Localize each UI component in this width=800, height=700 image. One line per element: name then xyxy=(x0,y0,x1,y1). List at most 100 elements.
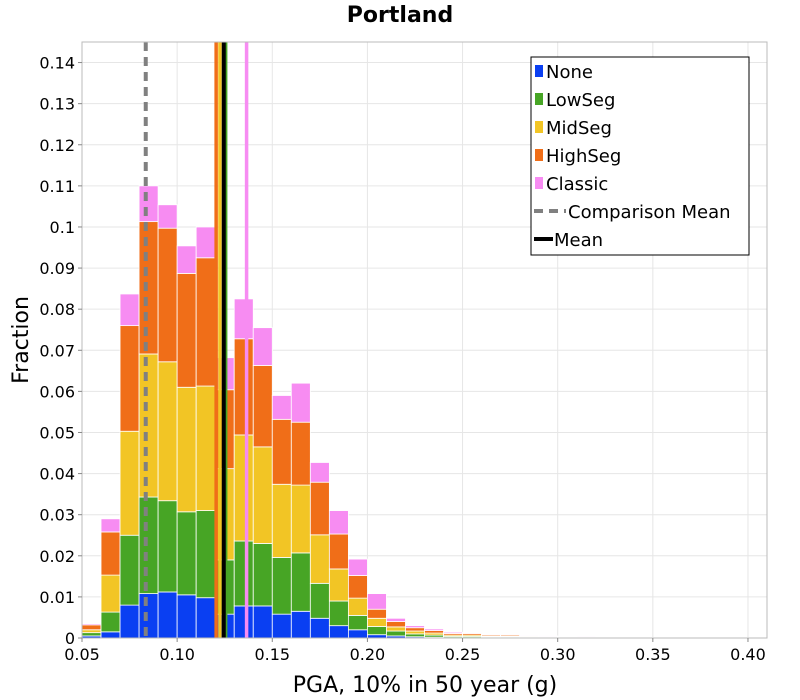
bar-segment-highseg xyxy=(271,418,292,485)
legend-label-comparison-mean: Comparison Mean xyxy=(568,202,731,223)
bar-segment-classic xyxy=(328,510,349,535)
bar-segment-classic xyxy=(481,633,502,636)
bar-segment-classic xyxy=(233,298,254,340)
x-tick-label: 0.20 xyxy=(350,645,386,664)
x-axis-title: PGA, 10% in 50 year (g) xyxy=(293,673,557,698)
bar-segment-classic xyxy=(157,204,178,229)
bar-segment-classic xyxy=(290,382,311,423)
bar-segment-midseg xyxy=(405,630,425,635)
bar-segment-classic xyxy=(462,632,482,634)
bar-segment-classic xyxy=(100,518,121,533)
bar-segment-highseg xyxy=(290,421,311,486)
bar-segment-lowseg xyxy=(119,534,140,606)
vertical-lines xyxy=(143,42,249,638)
bar-segment-none xyxy=(138,593,159,639)
bar-segment-midseg xyxy=(100,574,121,613)
bar-segment-midseg xyxy=(119,430,140,536)
bar-segment-midseg xyxy=(309,534,330,584)
bar-segment-highseg xyxy=(309,481,330,536)
y-tick-label: 0.02 xyxy=(39,547,75,566)
bar-segment-lowseg xyxy=(233,540,254,607)
legend-swatch-none xyxy=(535,65,543,77)
bar-segment-none xyxy=(290,610,311,639)
bar-segment-midseg xyxy=(271,483,292,558)
legend-label-highseg: HighSeg xyxy=(546,146,621,167)
bar-segment-lowseg xyxy=(176,511,197,596)
y-tick-label: 0.14 xyxy=(39,54,75,73)
bar-segment-classic xyxy=(347,558,368,576)
bar-segment-classic xyxy=(176,245,197,274)
legend-label-mean: Mean xyxy=(554,230,603,251)
bar-segment-highseg xyxy=(100,531,121,576)
y-tick-label: 0.07 xyxy=(39,341,75,360)
y-tick-label: 0.05 xyxy=(39,423,75,442)
bar-segment-classic xyxy=(424,628,444,632)
bar-segment-highseg xyxy=(176,273,197,388)
bar-segment-midseg xyxy=(233,434,254,542)
bar-segment-lowseg xyxy=(252,543,273,607)
bar-segment-midseg xyxy=(328,568,349,602)
legend-label-classic: Classic xyxy=(546,174,608,195)
y-tick-label: 0.1 xyxy=(50,218,75,237)
bar-segment-classic xyxy=(119,293,140,327)
x-tick-label: 0.25 xyxy=(445,645,481,664)
legend-box xyxy=(530,56,750,256)
bar-segment-midseg xyxy=(347,597,368,616)
bar-segment-midseg xyxy=(386,626,406,632)
bar-segment-none xyxy=(176,594,197,639)
legend-label-lowseg: LowSeg xyxy=(546,90,615,111)
y-axis-title: Fraction xyxy=(9,296,34,384)
bar-segment-lowseg xyxy=(405,633,425,638)
x-tick-label: 0.05 xyxy=(64,645,100,664)
bar-segment-lowseg xyxy=(100,611,121,633)
bar-segment-midseg xyxy=(157,361,178,502)
legend-swatch-highseg xyxy=(535,149,543,161)
y-tick-label: 0.04 xyxy=(39,465,75,484)
bar-segment-highseg xyxy=(328,533,349,570)
bar-segment-highseg xyxy=(233,338,254,436)
bar-segment-lowseg xyxy=(271,557,292,615)
bar-segment-highseg xyxy=(367,608,387,619)
legend: None LowSeg MidSeg HighSeg Classic Comparison… xyxy=(530,56,750,256)
bar-segment-highseg xyxy=(386,621,406,628)
bar-segment-highseg xyxy=(195,257,216,387)
bar-segment-classic xyxy=(252,327,273,366)
y-tick-label: 0 xyxy=(65,629,75,648)
bar-segment-midseg xyxy=(367,617,387,627)
bar-segment-highseg xyxy=(81,624,102,631)
bar-segment-none xyxy=(233,605,254,639)
bar-segment-midseg xyxy=(138,353,159,498)
y-axis-ticks: 0 0.01 0.02 0.03 0.04 0.05 0.06 0.07 0.08 0.09 0.1… xyxy=(39,54,82,648)
bar-segment-midseg xyxy=(252,446,273,544)
bar-segment-lowseg xyxy=(195,510,216,599)
bar-segment-classic xyxy=(81,623,102,626)
chart-title: Portland xyxy=(347,3,453,28)
x-tick-label: 0.10 xyxy=(159,645,195,664)
bar-segment-none xyxy=(328,625,349,639)
bar-segment-lowseg xyxy=(328,600,349,627)
bar-segment-lowseg xyxy=(81,632,102,637)
x-tick-label: 0.40 xyxy=(730,645,766,664)
plot-frame xyxy=(81,41,768,639)
x-tick-label: 0.35 xyxy=(635,645,671,664)
y-tick-label: 0.12 xyxy=(39,136,75,155)
bar-segment-classic xyxy=(443,631,463,634)
x-axis-ticks: 0.05 0.10 0.15 0.20 0.25 0.30 0.35 0.40 xyxy=(64,638,766,664)
bar-segment-classic xyxy=(138,185,159,223)
bar-segment-none xyxy=(309,617,330,639)
bar-segment-midseg xyxy=(195,385,216,511)
x-tick-label: 0.15 xyxy=(254,645,290,664)
bar-segment-midseg xyxy=(290,484,311,554)
bar-segment-classic xyxy=(500,633,521,636)
y-tick-label: 0.08 xyxy=(39,300,75,319)
bar-segment-none xyxy=(271,613,292,639)
bar-segment-none xyxy=(347,629,368,639)
bar-segment-lowseg xyxy=(138,496,159,595)
x-tick-label: 0.30 xyxy=(540,645,576,664)
bar-segment-none xyxy=(100,631,121,639)
bar-segment-lowseg xyxy=(386,630,406,637)
legend-swatch-classic xyxy=(535,177,543,189)
y-tick-label: 0.13 xyxy=(39,95,75,114)
legend-swatch-lowseg xyxy=(535,93,543,105)
